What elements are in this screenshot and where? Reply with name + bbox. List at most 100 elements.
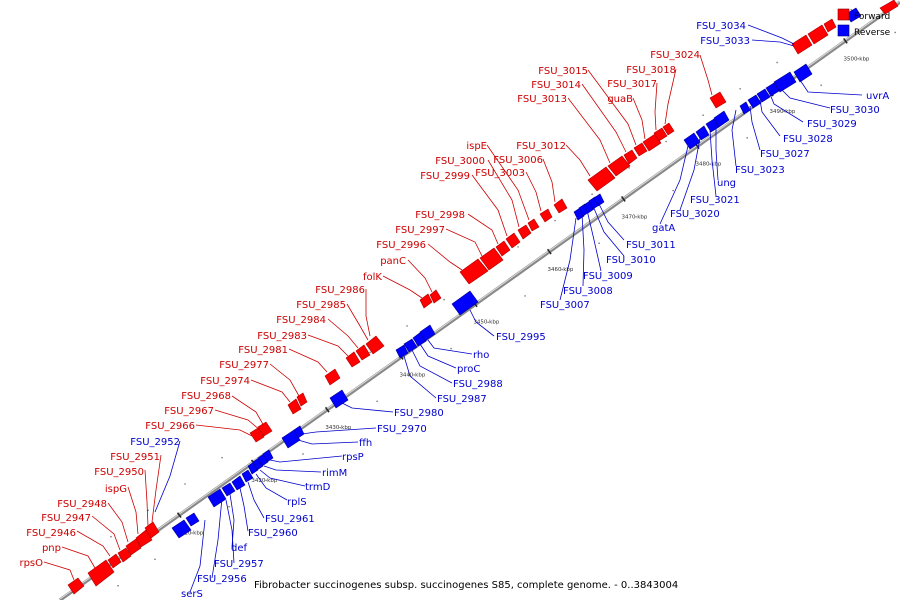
leader-fsu-2952[interactable] xyxy=(154,440,181,513)
feature-fsu-3013[interactable] xyxy=(607,155,631,177)
label-fsu-2995[interactable]: FSU_2995 xyxy=(496,332,546,343)
label-trmd[interactable]: trmD xyxy=(305,482,331,493)
feature-fsu-2981[interactable] xyxy=(324,368,341,386)
label-fsu-2951[interactable]: FSU_2951 xyxy=(110,452,160,463)
label-fsu-3034[interactable]: FSU_3034 xyxy=(696,21,746,32)
feature-fsu-2980[interactable] xyxy=(329,389,349,409)
label-fsu-3027[interactable]: FSU_3027 xyxy=(760,149,810,160)
feature-fsu-2977[interactable] xyxy=(296,392,308,407)
label-fsu-3010[interactable]: FSU_3010 xyxy=(606,255,656,266)
feature-fsu-2960[interactable] xyxy=(231,475,246,491)
feature-fsu-2988[interactable] xyxy=(403,338,418,353)
label-fsu-2957[interactable]: FSU_2957 xyxy=(214,559,264,570)
label-fsu-2950[interactable]: FSU_2950 xyxy=(94,467,144,478)
label-fsu-3015[interactable]: FSU_3015 xyxy=(538,66,588,77)
feature-fsu-3034[interactable] xyxy=(807,24,829,45)
label-fsu-3009[interactable]: FSU_3009 xyxy=(583,271,633,282)
label-fsu-3024[interactable]: FSU_3024 xyxy=(650,50,700,61)
feature-rpso[interactable] xyxy=(67,577,85,595)
label-fsu-2977[interactable]: FSU_2977 xyxy=(219,360,269,371)
label-fsu-3017[interactable]: FSU_3017 xyxy=(607,79,657,90)
label-fsu-2981[interactable]: FSU_2981 xyxy=(238,345,288,356)
feature-fsu-2999[interactable] xyxy=(505,232,521,249)
label-fsu-2980[interactable]: FSU_2980 xyxy=(394,408,444,419)
label-fsu-2968[interactable]: FSU_2968 xyxy=(181,391,231,402)
feature-rpsp[interactable] xyxy=(262,449,274,463)
feature-fsu-2948[interactable] xyxy=(125,538,142,556)
feature-ung[interactable] xyxy=(713,110,730,128)
feature-fsu-3029[interactable] xyxy=(765,82,780,97)
label-fsu-3021[interactable]: FSU_3021 xyxy=(690,195,740,206)
feature-def[interactable] xyxy=(221,482,236,497)
label-fsu-2985[interactable]: FSU_2985 xyxy=(296,300,346,311)
label-fsu-3011[interactable]: FSU_3011 xyxy=(626,240,676,251)
feature-fsu-3006[interactable] xyxy=(553,198,568,214)
label-panc[interactable]: panC xyxy=(380,256,406,267)
feature-fsu-2957[interactable] xyxy=(207,488,227,508)
feature-fsu-2998[interactable] xyxy=(495,240,511,257)
feature-fsu-2985[interactable] xyxy=(365,335,385,355)
label-rho[interactable]: rho xyxy=(473,350,489,361)
feature-fsu-3028[interactable] xyxy=(756,88,771,103)
feature-fsu-3012[interactable] xyxy=(587,166,616,192)
feature-fsu-2961[interactable] xyxy=(241,469,254,483)
label-ung[interactable]: ung xyxy=(717,178,736,189)
leader-fsu-3034[interactable] xyxy=(747,24,795,45)
label-fsu-3007[interactable]: FSU_3007 xyxy=(540,300,590,311)
feature-fsu-3018[interactable] xyxy=(662,122,675,136)
label-rpsp[interactable]: rpsP xyxy=(342,452,364,463)
label-fsu-3018[interactable]: FSU_3018 xyxy=(626,65,676,76)
feature-fsu-end[interactable] xyxy=(845,7,862,23)
label-pnp[interactable]: pnp xyxy=(42,543,61,554)
feature-fsu-3020[interactable] xyxy=(695,125,710,141)
label-rpls[interactable]: rplS xyxy=(287,497,307,508)
label-fsu-3020[interactable]: FSU_3020 xyxy=(670,209,720,220)
leader-fsu-3033[interactable] xyxy=(751,39,795,47)
label-fsu-2952[interactable]: FSU_2952 xyxy=(130,437,180,448)
label-fsu-2986[interactable]: FSU_2986 xyxy=(315,285,365,296)
feature-fsu-3030[interactable] xyxy=(773,71,797,93)
feature-fsu-2997[interactable] xyxy=(479,247,504,271)
feature-sers[interactable] xyxy=(171,519,192,539)
label-fsu-3006[interactable]: FSU_3006 xyxy=(493,155,543,166)
feature-panc[interactable] xyxy=(429,289,442,304)
feature-fsu-2950[interactable] xyxy=(144,521,160,539)
feature-fsu-2984[interactable] xyxy=(355,344,371,361)
label-fsu-3033[interactable]: FSU_3033 xyxy=(700,36,750,47)
feature-fsu-3023[interactable] xyxy=(739,101,751,115)
feature-guab[interactable] xyxy=(642,133,662,152)
label-fsu-2974[interactable]: FSU_2974 xyxy=(200,376,250,387)
feature-fsu-2956[interactable] xyxy=(185,512,200,527)
feature-fsu-2983[interactable] xyxy=(345,351,361,368)
feature-fsu-3017[interactable] xyxy=(653,127,668,142)
label-fsu-2961[interactable]: FSU_2961 xyxy=(265,514,315,525)
feature-folk[interactable] xyxy=(419,293,433,309)
feature-ffh[interactable] xyxy=(281,429,301,449)
feature-fsu-2974[interactable] xyxy=(287,398,302,415)
feature-fsu-3014[interactable] xyxy=(623,149,638,165)
feature-fsu-2987[interactable] xyxy=(395,344,409,359)
label-fsu-2970[interactable]: FSU_2970 xyxy=(377,424,427,435)
label-fsu-2956[interactable]: FSU_2956 xyxy=(197,574,247,585)
feature-ispg[interactable] xyxy=(135,529,153,548)
feature-fsu-3000[interactable] xyxy=(517,224,532,240)
label-rimm[interactable]: rimM xyxy=(322,468,347,479)
feature-rho[interactable] xyxy=(419,324,436,342)
label-fsu-2988[interactable]: FSU_2988 xyxy=(453,379,503,390)
feature-fsu-3027[interactable] xyxy=(747,94,762,109)
feature-fsu-3015[interactable] xyxy=(633,142,648,157)
label-fsu-2987[interactable]: FSU_2987 xyxy=(437,394,487,405)
label-fsu-2996[interactable]: FSU_2996 xyxy=(376,240,426,251)
label-fsu-3014[interactable]: FSU_3014 xyxy=(531,80,581,91)
label-guab[interactable]: guaB xyxy=(607,94,633,105)
label-ffh[interactable]: ffh xyxy=(359,438,372,449)
feature-fsu-2967[interactable] xyxy=(257,421,273,437)
feature-fsu-2995[interactable] xyxy=(451,290,479,316)
label-gata[interactable]: gatA xyxy=(652,223,675,234)
label-fsu-2967[interactable]: FSU_2967 xyxy=(164,406,214,417)
label-fsu-3028[interactable]: FSU_3028 xyxy=(783,134,833,145)
feature-fsu-3024[interactable] xyxy=(709,91,727,109)
label-fsu-2999[interactable]: FSU_2999 xyxy=(420,171,470,182)
feature-fsu-2966[interactable] xyxy=(249,427,265,443)
label-fsu-3029[interactable]: FSU_3029 xyxy=(807,119,857,130)
